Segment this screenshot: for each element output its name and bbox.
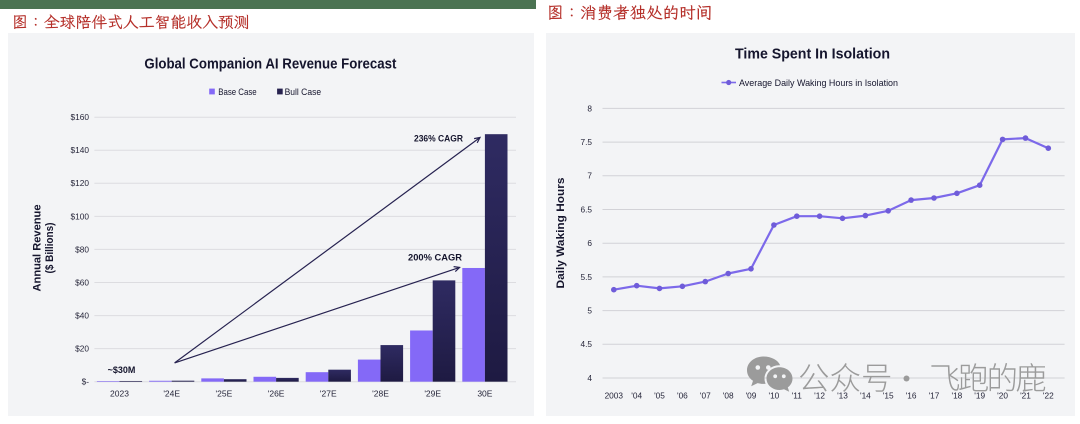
svg-text:'06: '06 [677,391,688,401]
svg-text:'20: '20 [997,391,1008,401]
svg-text:Average Daily Waking Hours in: Average Daily Waking Hours in Isolation [739,78,898,88]
svg-text:'27E: '27E [320,389,337,399]
svg-text:5.5: 5.5 [580,272,592,282]
svg-text:($ Billions): ($ Billions) [44,222,56,273]
svg-text:'04: '04 [631,391,642,401]
svg-text:'12: '12 [814,391,825,401]
svg-text:$-: $- [82,377,90,387]
svg-text:'17: '17 [929,391,940,401]
svg-text:30E: 30E [477,389,492,399]
svg-text:Base Case: Base Case [218,87,257,97]
svg-text:'05: '05 [654,391,665,401]
svg-text:'09: '09 [746,391,757,401]
svg-text:'08: '08 [723,391,734,401]
svg-text:$80: $80 [75,244,89,254]
svg-text:Time Spent In Isolation: Time Spent In Isolation [735,46,890,63]
svg-text:'11: '11 [792,391,803,401]
svg-text:Annual Revenue: Annual Revenue [32,205,44,292]
svg-text:6.5: 6.5 [580,204,592,214]
svg-text:'16: '16 [906,391,917,401]
svg-text:'26E: '26E [268,389,285,399]
svg-text:Daily Waking Hours: Daily Waking Hours [555,178,567,289]
svg-text:8: 8 [587,103,592,113]
svg-text:2023: 2023 [110,389,129,399]
svg-text:7: 7 [587,171,592,181]
svg-text:4.5: 4.5 [580,339,592,349]
svg-text:Bull Case: Bull Case [285,87,322,97]
svg-text:'29E: '29E [424,389,441,399]
svg-text:'24E: '24E [163,389,180,399]
svg-text:$140: $140 [71,145,90,155]
svg-text:'14: '14 [860,391,871,401]
svg-text:'15: '15 [883,391,894,401]
svg-text:'22: '22 [1043,391,1054,401]
svg-text:7.5: 7.5 [580,137,592,147]
svg-text:6: 6 [587,238,592,248]
svg-text:'28E: '28E [372,389,389,399]
svg-text:'25E: '25E [216,389,233,399]
svg-text:$20: $20 [75,344,89,354]
svg-text:'21: '21 [1020,391,1031,401]
svg-text:2003: 2003 [605,391,624,401]
svg-text:~$30M: ~$30M [108,365,136,375]
svg-text:$100: $100 [71,211,90,221]
svg-text:$60: $60 [75,277,89,287]
svg-text:'13: '13 [837,391,848,401]
svg-text:$160: $160 [71,112,90,122]
svg-text:'18: '18 [951,391,962,401]
svg-text:Global Companion AI Revenue Fo: Global Companion AI Revenue Forecast [144,56,396,72]
svg-text:200% CAGR: 200% CAGR [408,253,463,263]
svg-text:$120: $120 [71,178,90,188]
svg-text:'07: '07 [700,391,711,401]
svg-text:4: 4 [587,373,592,383]
svg-text:$40: $40 [75,311,89,321]
svg-text:'19: '19 [974,391,985,401]
svg-text:236% CAGR: 236% CAGR [414,134,463,144]
svg-text:'10: '10 [768,391,779,401]
svg-text:5: 5 [587,306,592,316]
